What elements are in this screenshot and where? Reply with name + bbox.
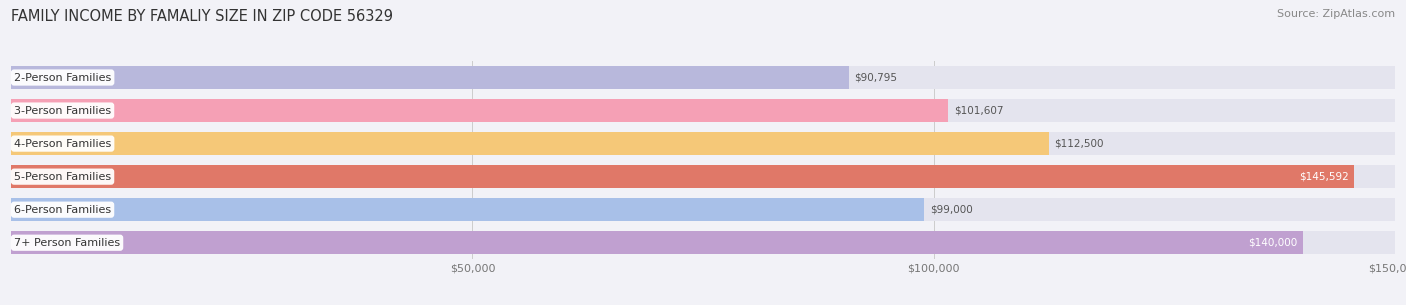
Text: 6-Person Families: 6-Person Families [14,205,111,215]
Text: $99,000: $99,000 [929,205,973,215]
Text: $145,592: $145,592 [1299,172,1348,182]
Bar [11,99,949,122]
Bar [11,231,1302,254]
Text: 2-Person Families: 2-Person Families [14,73,111,83]
Bar [11,165,1354,188]
Bar [11,199,1395,221]
Bar [11,199,924,221]
Text: 7+ Person Families: 7+ Person Families [14,238,120,248]
Text: 5-Person Families: 5-Person Families [14,172,111,182]
Bar [11,132,1049,155]
Text: $140,000: $140,000 [1247,238,1296,248]
Text: $90,795: $90,795 [855,73,897,83]
Text: 3-Person Families: 3-Person Families [14,106,111,116]
Text: 4-Person Families: 4-Person Families [14,138,111,149]
Text: $101,607: $101,607 [953,106,1004,116]
Text: $112,500: $112,500 [1054,138,1104,149]
Bar [11,66,849,89]
Bar [11,231,1395,254]
Text: FAMILY INCOME BY FAMALIY SIZE IN ZIP CODE 56329: FAMILY INCOME BY FAMALIY SIZE IN ZIP COD… [11,9,394,24]
Bar [11,132,1395,155]
Text: Source: ZipAtlas.com: Source: ZipAtlas.com [1277,9,1395,19]
Bar [11,99,1395,122]
Bar [11,66,1395,89]
Bar [11,165,1395,188]
